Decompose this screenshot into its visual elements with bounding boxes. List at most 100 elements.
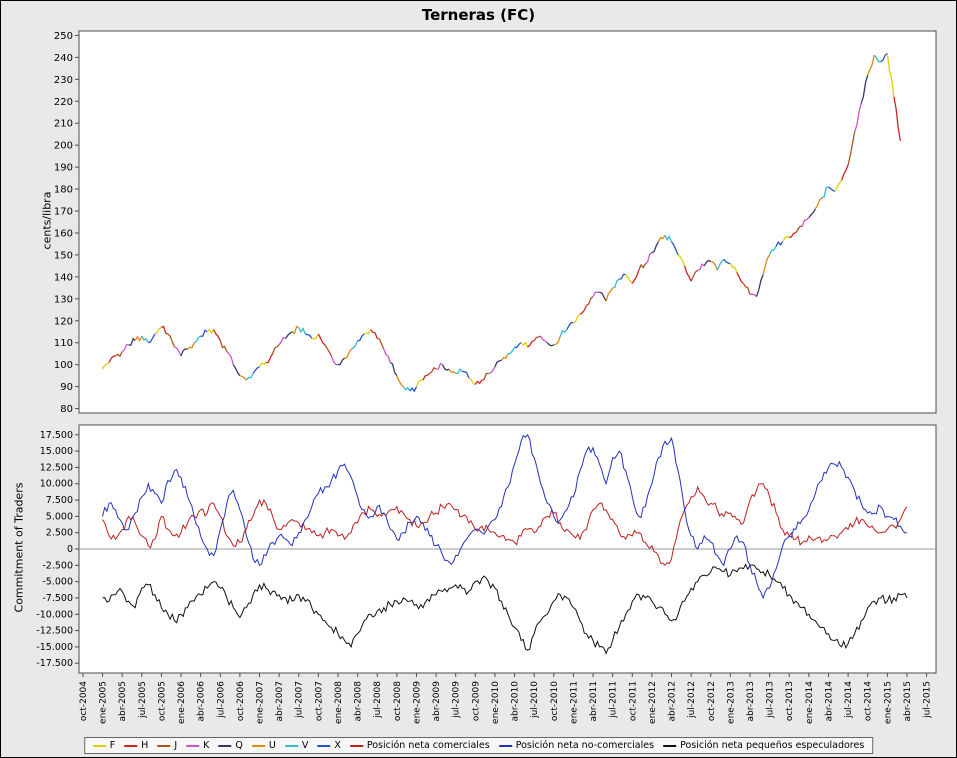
svg-text:jul-2007: jul-2007 [295,681,305,719]
svg-text:abr-2007: abr-2007 [275,681,285,722]
svg-text:240: 240 [54,53,73,64]
legend-label: X [334,740,341,751]
svg-text:ene-2011: ene-2011 [569,681,579,724]
svg-text:10.000: 10.000 [40,479,73,490]
svg-text:oct-2005: oct-2005 [157,681,167,721]
svg-text:140: 140 [54,272,73,283]
svg-text:130: 130 [54,294,73,305]
svg-text:0: 0 [67,544,73,555]
legend-swatch [317,744,331,747]
svg-text:220: 220 [54,97,73,108]
svg-text:17.500: 17.500 [40,430,73,441]
svg-text:oct-2014: oct-2014 [864,681,874,721]
legend-item: Posición neta comerciales [349,740,490,751]
svg-text:oct-2013: oct-2013 [785,681,795,721]
svg-text:abr-2012: abr-2012 [668,681,678,722]
svg-text:abr-2005: abr-2005 [118,681,128,722]
legend-label: Posición neta pequeños especuladores [680,740,865,751]
svg-text:-15.000: -15.000 [36,642,73,653]
svg-text:7.500: 7.500 [46,495,73,506]
svg-text:jul-2009: jul-2009 [452,681,462,719]
legend-swatch [498,744,512,747]
svg-text:oct-2012: oct-2012 [707,681,717,721]
svg-text:160: 160 [54,228,73,239]
svg-text:-5.000: -5.000 [42,577,73,588]
svg-text:oct-2006: oct-2006 [236,681,246,721]
svg-text:170: 170 [54,207,73,218]
legend-item: Posición neta no-comerciales [498,740,655,751]
svg-text:ene-2012: ene-2012 [648,681,658,724]
legend-item: K [186,740,209,751]
svg-text:180: 180 [54,185,73,196]
svg-text:ene-2005: ene-2005 [99,681,109,724]
svg-text:abr-2013: abr-2013 [746,681,756,722]
svg-text:jul-2013: jul-2013 [766,681,776,719]
legend-item: V [284,740,309,751]
svg-text:190: 190 [54,163,73,174]
legend-label: K [203,740,210,751]
legend: F H J K Q U V X Posición neta comerciales Posició… [83,737,874,754]
svg-text:230: 230 [54,75,73,86]
svg-text:15.000: 15.000 [40,446,73,457]
legend-item: F [92,740,116,751]
legend-swatch [284,744,298,747]
svg-text:-7.500: -7.500 [42,593,73,604]
svg-text:oct-2009: oct-2009 [471,681,481,721]
legend-swatch [186,744,200,747]
chart-title: Terneras (FC) [421,6,536,24]
legend-item: H [124,740,148,751]
svg-text:oct-2004: oct-2004 [79,681,89,721]
svg-text:abr-2006: abr-2006 [197,681,207,722]
svg-text:jul-2008: jul-2008 [373,681,383,719]
svg-text:-2.500: -2.500 [42,560,73,571]
svg-text:ene-2006: ene-2006 [177,681,187,724]
svg-text:oct-2008: oct-2008 [393,681,403,721]
svg-text:80: 80 [60,404,73,415]
legend-label: Posición neta comerciales [366,740,490,751]
svg-text:ene-2013: ene-2013 [726,681,736,724]
svg-text:jul-2006: jul-2006 [216,681,226,719]
svg-text:ene-2015: ene-2015 [883,681,893,724]
svg-text:210: 210 [54,119,73,130]
svg-text:-17.500: -17.500 [36,658,73,669]
legend-item: Q [218,740,243,751]
svg-text:jul-2015: jul-2015 [923,681,933,719]
legend-label: Posición neta no-comerciales [515,740,655,751]
svg-text:abr-2014: abr-2014 [824,681,834,722]
svg-text:abr-2009: abr-2009 [432,681,442,722]
legend-label: V [301,740,309,751]
legend-item: J [157,740,177,751]
legend-swatch [157,744,171,747]
legend-swatch [218,744,232,747]
svg-text:abr-2011: abr-2011 [589,681,599,722]
svg-text:200: 200 [54,141,73,152]
svg-text:250: 250 [54,31,73,42]
legend-swatch [349,744,363,747]
svg-text:12.500: 12.500 [40,462,73,473]
legend-label: J [174,740,178,751]
svg-text:-12.500: -12.500 [36,626,73,637]
legend-swatch [124,744,138,747]
legend-item: Posición neta pequeños especuladores [663,740,864,751]
legend-label: U [268,740,276,751]
svg-text:110: 110 [54,338,73,349]
legend-swatch [663,744,677,747]
legend-label: H [141,740,149,751]
legend-label: Q [235,740,243,751]
svg-text:jul-2012: jul-2012 [687,681,697,719]
legend-item: X [317,740,341,751]
svg-text:120: 120 [54,316,73,327]
svg-text:150: 150 [54,250,73,261]
svg-text:-10.000: -10.000 [36,609,73,620]
legend-label: F [109,740,116,751]
svg-text:ene-2009: ene-2009 [412,681,422,724]
svg-text:ene-2014: ene-2014 [805,681,815,724]
svg-text:oct-2007: oct-2007 [314,681,324,721]
svg-text:ene-2007: ene-2007 [256,681,266,724]
svg-text:100: 100 [54,360,73,371]
svg-text:90: 90 [60,382,73,393]
legend-swatch [251,744,265,747]
legend-item: U [251,740,276,751]
